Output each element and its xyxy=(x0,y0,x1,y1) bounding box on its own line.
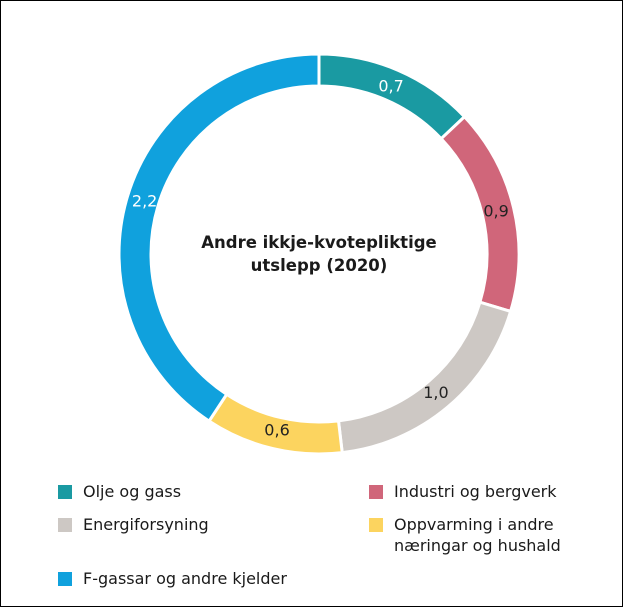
legend-item: F-gassar og andre kjelder xyxy=(58,568,369,589)
legend-item: Oppvarming i andre næringar og hushald xyxy=(369,514,599,556)
legend-swatch xyxy=(58,518,72,532)
donut-segment xyxy=(117,52,321,424)
donut-segment xyxy=(317,52,467,141)
donut-segment xyxy=(336,300,513,455)
legend-label: Energiforsyning xyxy=(83,515,209,534)
legend-swatch xyxy=(58,572,72,586)
legend-swatch xyxy=(369,485,383,499)
legend-label: Olje og gass xyxy=(83,482,182,501)
data-label: 1,0 xyxy=(423,383,448,402)
data-label: 0,6 xyxy=(264,421,289,440)
legend-swatch xyxy=(369,518,383,532)
legend-swatch xyxy=(58,485,72,499)
legend-label: Oppvarming i andre næringar og hushald xyxy=(394,515,561,555)
legend-label: Industri og bergverk xyxy=(394,482,557,501)
data-label: 2,2 xyxy=(132,191,157,210)
legend-item: Industri og bergverk xyxy=(369,481,599,502)
legend-item: Olje og gass xyxy=(58,481,369,502)
legend-item: Energiforsyning xyxy=(58,514,369,556)
legend: Olje og gass Industri og bergverk Energifo… xyxy=(58,481,599,589)
data-label: 0,7 xyxy=(378,76,403,95)
data-label: 0,9 xyxy=(483,202,508,221)
chart-title: Andre ikkje-kvotepliktige utslepp (2020) xyxy=(201,233,437,275)
legend-label: F-gassar og andre kjelder xyxy=(83,569,287,588)
